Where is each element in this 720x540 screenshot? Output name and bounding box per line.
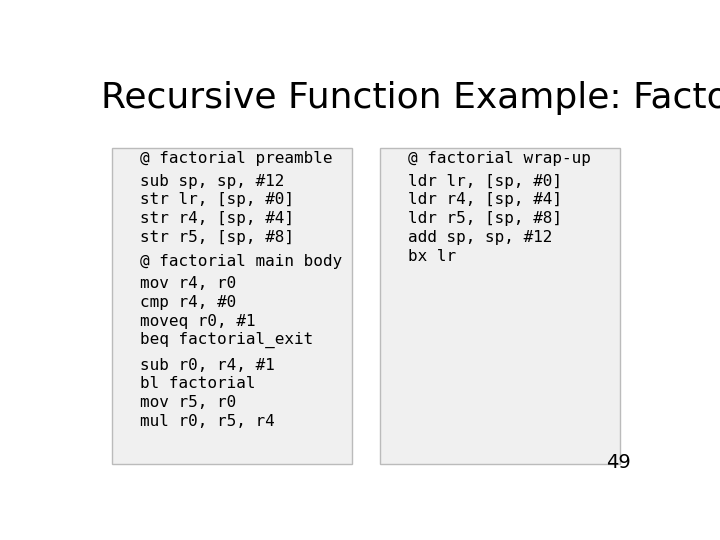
Text: @ factorial main body: @ factorial main body — [140, 254, 342, 268]
Text: mul r0, r5, r4: mul r0, r5, r4 — [140, 414, 275, 429]
Text: ldr lr, [sp, #0]: ldr lr, [sp, #0] — [408, 174, 562, 188]
Text: beq factorial_exit: beq factorial_exit — [140, 332, 313, 348]
Text: add sp, sp, #12: add sp, sp, #12 — [408, 230, 552, 245]
Text: ldr r4, [sp, #4]: ldr r4, [sp, #4] — [408, 192, 562, 207]
Text: mov r5, r0: mov r5, r0 — [140, 395, 236, 410]
Text: Recursive Function Example: Factorial: Recursive Function Example: Factorial — [101, 82, 720, 116]
Text: @ factorial wrap-up: @ factorial wrap-up — [408, 151, 591, 166]
Text: str r5, [sp, #8]: str r5, [sp, #8] — [140, 230, 294, 245]
Text: @ factorial preamble: @ factorial preamble — [140, 151, 333, 166]
Text: moveq r0, #1: moveq r0, #1 — [140, 314, 256, 329]
Text: bl factorial: bl factorial — [140, 376, 256, 391]
Text: sub r0, r4, #1: sub r0, r4, #1 — [140, 357, 275, 373]
FancyBboxPatch shape — [112, 148, 352, 464]
Text: bx lr: bx lr — [408, 248, 456, 264]
Text: cmp r4, #0: cmp r4, #0 — [140, 295, 236, 310]
Text: str r4, [sp, #4]: str r4, [sp, #4] — [140, 211, 294, 226]
Text: 49: 49 — [606, 453, 631, 472]
Text: sub sp, sp, #12: sub sp, sp, #12 — [140, 174, 284, 188]
FancyBboxPatch shape — [380, 148, 620, 464]
Text: ldr r5, [sp, #8]: ldr r5, [sp, #8] — [408, 211, 562, 226]
Text: str lr, [sp, #0]: str lr, [sp, #0] — [140, 192, 294, 207]
Text: mov r4, r0: mov r4, r0 — [140, 276, 236, 292]
